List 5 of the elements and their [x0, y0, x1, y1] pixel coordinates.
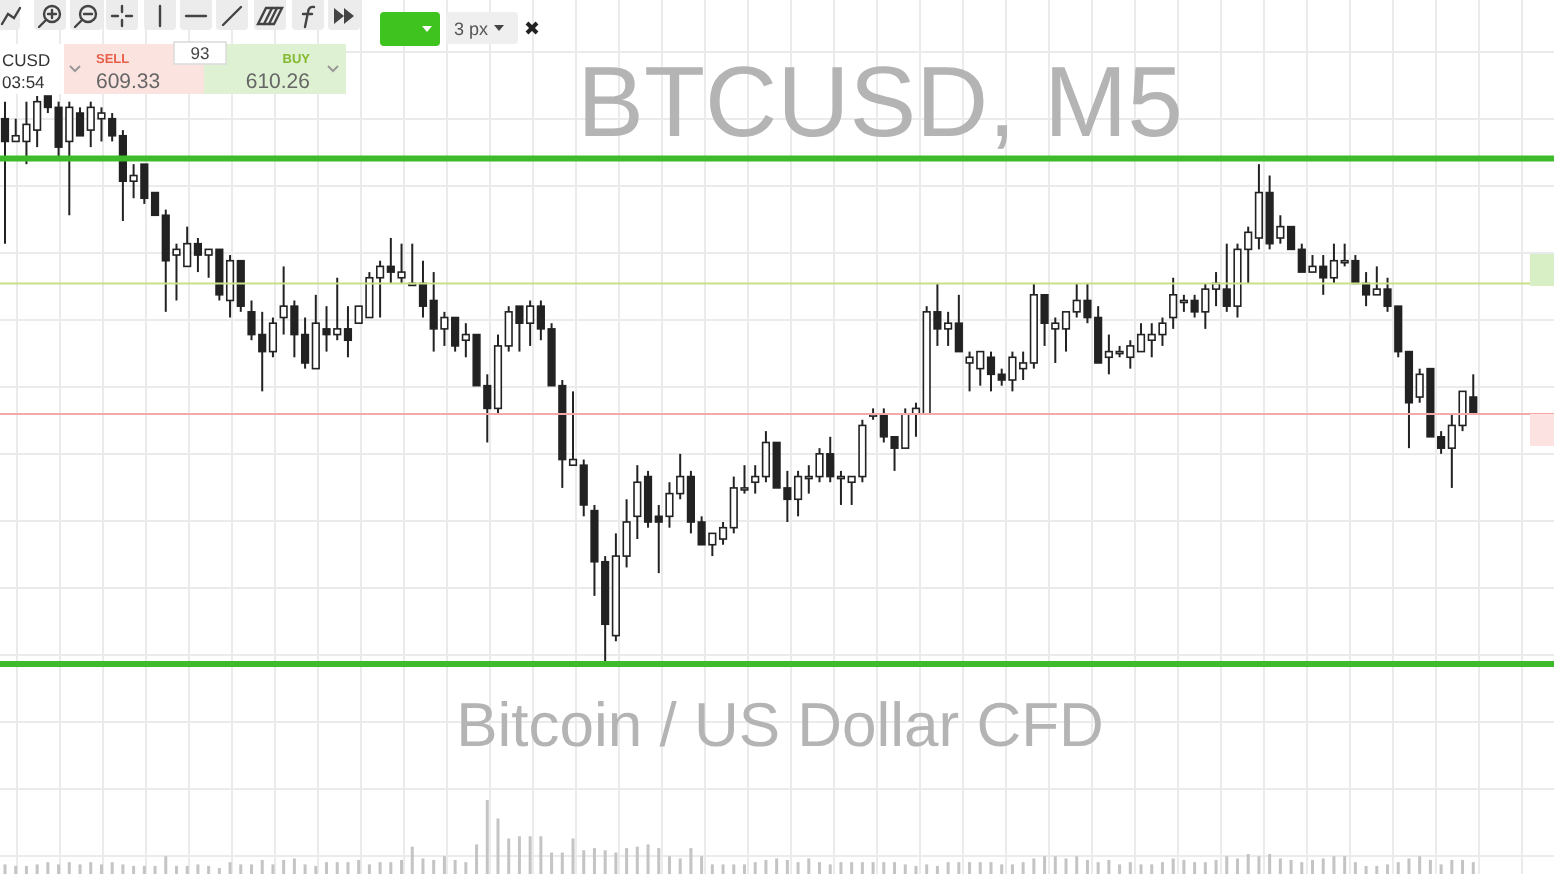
- text: Bitcoin / US Dollar CFD: [456, 690, 1104, 760]
- chart-title: BTCUSD, M5: [577, 46, 1183, 158]
- width-dropdown: 3 px: [446, 12, 518, 44]
- symbol-field: CUSD 03:54: [0, 44, 64, 94]
- quantity-field: 93: [173, 41, 227, 65]
